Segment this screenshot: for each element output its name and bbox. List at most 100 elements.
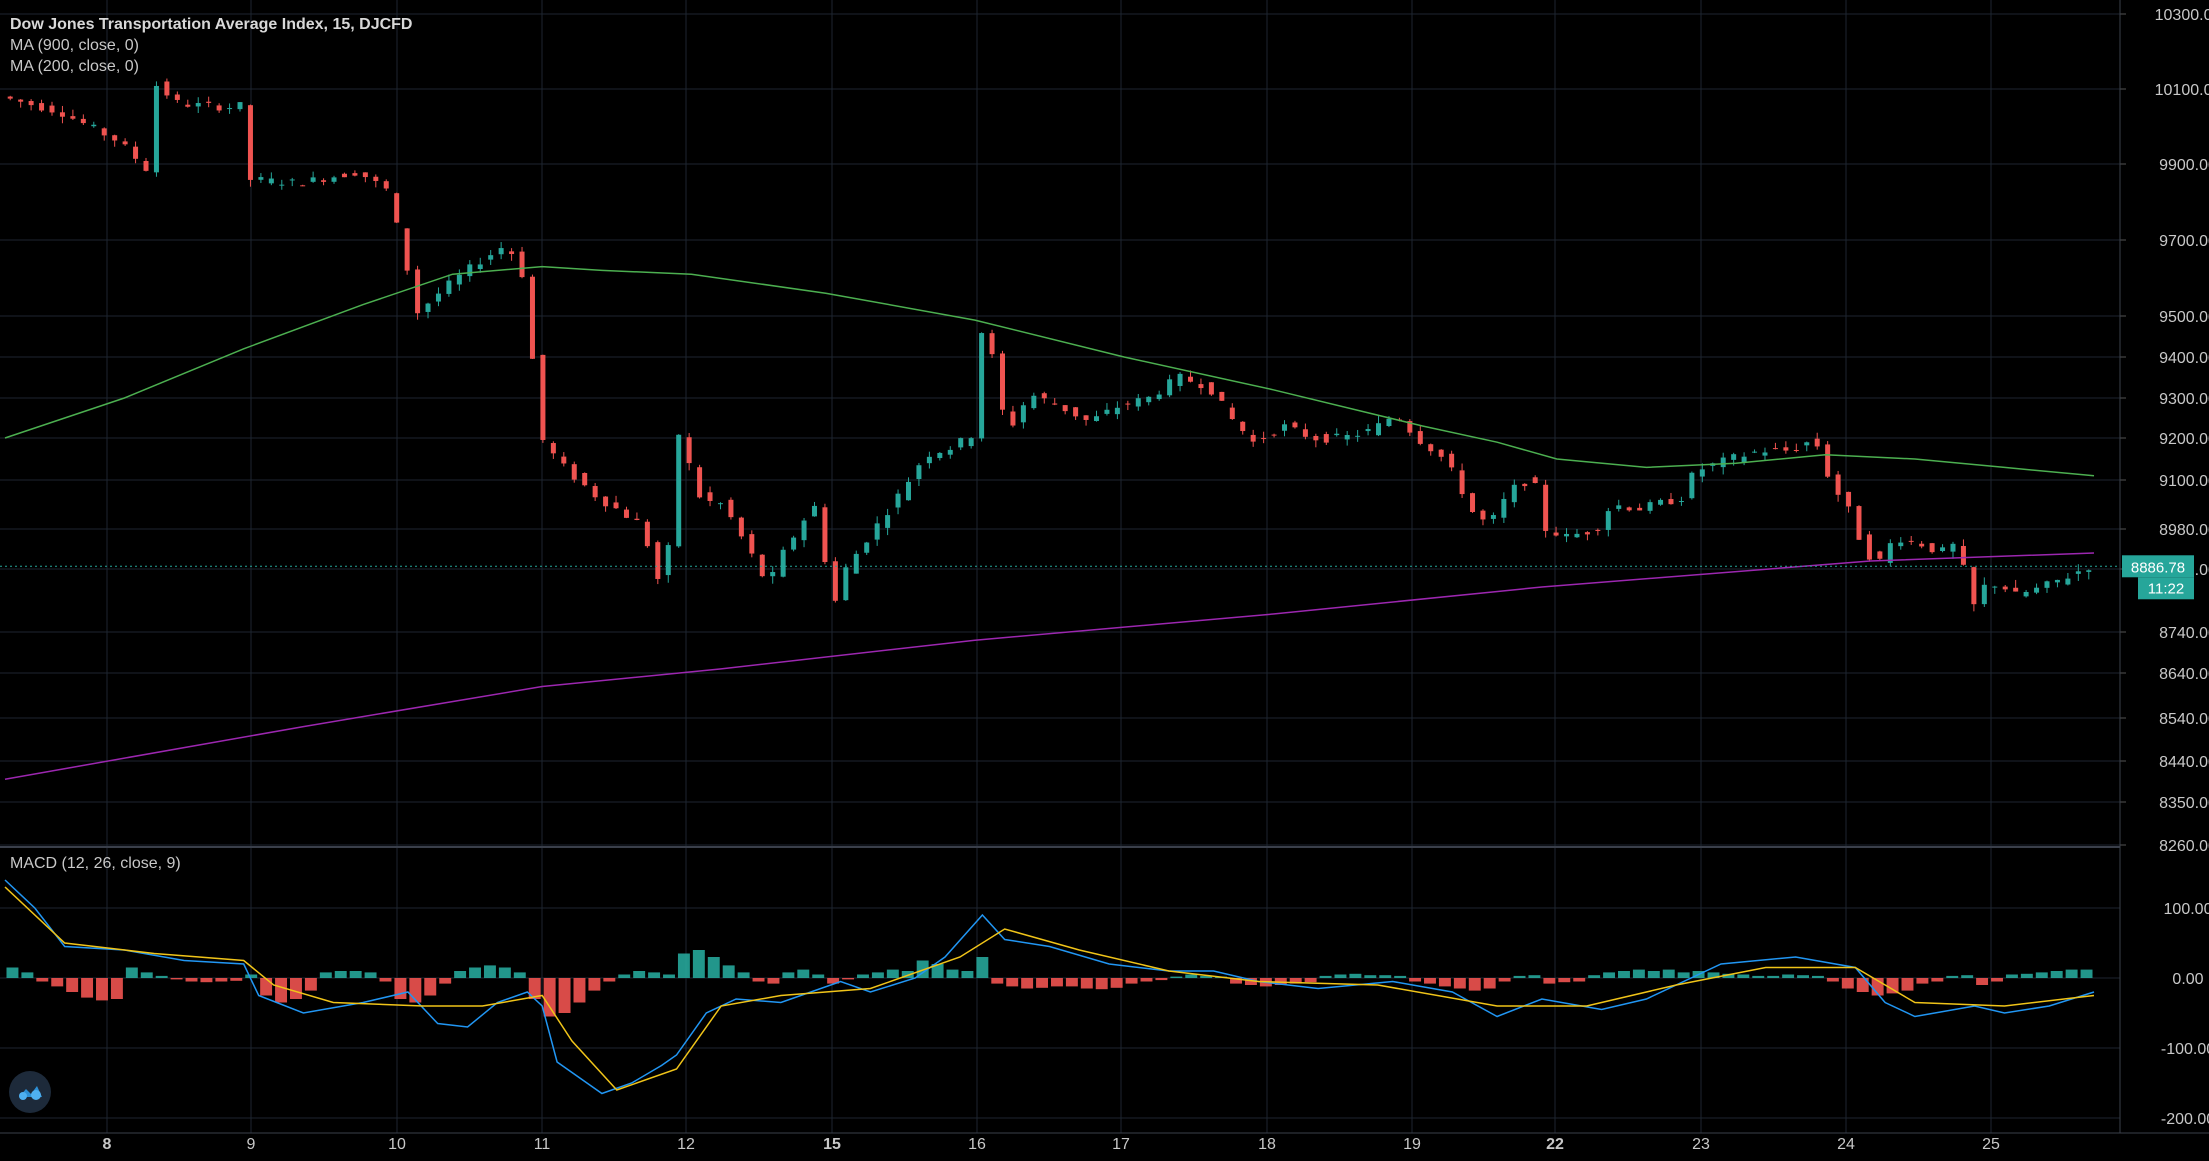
candle-body: [571, 464, 577, 480]
macd-histogram-bar: [155, 975, 168, 978]
macd-histogram-bar: [1632, 969, 1645, 978]
macd-line: [4, 879, 2095, 1095]
candle-body: [2034, 587, 2040, 593]
y-tick-label: 9700.00: [2159, 233, 2209, 250]
macd-histogram-bar: [1244, 978, 1257, 985]
candle-body: [1553, 532, 1559, 536]
macd-histogram-bar: [663, 974, 675, 978]
candle-body: [1156, 394, 1162, 400]
candle-body: [289, 179, 295, 181]
candle-body: [1616, 505, 1622, 509]
macd-histogram-bar: [230, 978, 243, 981]
candle-body: [1480, 510, 1486, 520]
candle-body: [864, 542, 870, 553]
candle-body: [1177, 373, 1183, 386]
y-tick-label: 9300.00: [2159, 391, 2209, 408]
macd-histogram-bar: [1304, 978, 1317, 983]
macd-histogram-bar: [2020, 973, 2033, 978]
tradingview-logo-button[interactable]: [9, 1071, 51, 1113]
candle-body: [1470, 493, 1476, 513]
candle-body: [321, 180, 327, 182]
macd-histogram-bar: [1155, 978, 1168, 981]
macd-histogram-bar: [976, 957, 989, 978]
macd-histogram-bar: [140, 972, 153, 978]
countdown-label: 11:22: [2148, 580, 2184, 597]
macd-histogram-bar: [1886, 978, 1899, 994]
candle-body: [143, 161, 149, 171]
candle-body: [122, 141, 128, 145]
macd-histogram-bar: [1946, 975, 1959, 978]
macd-histogram-bar: [901, 971, 914, 978]
candle-body: [18, 99, 24, 102]
macd-histogram-bar: [1797, 975, 1810, 978]
candle-body: [1417, 431, 1423, 444]
candle-body: [1522, 483, 1528, 487]
candle-body: [1083, 415, 1089, 420]
candle-body: [1167, 379, 1173, 396]
candle-body: [2023, 591, 2029, 597]
macd-histogram-bar: [200, 978, 213, 983]
macd-histogram-bar: [1021, 978, 1034, 989]
candle-body: [80, 118, 86, 124]
y-tick-label: 8350.00: [2159, 795, 2209, 812]
candle-body: [341, 173, 347, 178]
x-tick-label: 22: [1546, 1136, 1564, 1153]
y-tick-label: 8440.00: [2159, 754, 2209, 771]
macd-histogram-bar: [1140, 978, 1153, 982]
candle-body: [1198, 384, 1204, 389]
candle-body: [1846, 491, 1852, 507]
candle-body: [1887, 543, 1893, 563]
candle-body: [258, 177, 264, 180]
x-tick-label: 17: [1112, 1136, 1130, 1153]
candle-body: [1376, 423, 1382, 436]
candle-body: [164, 81, 170, 96]
macd-histogram-bar: [1603, 972, 1616, 978]
countdown-tag: [2138, 577, 2194, 600]
macd-histogram-bar: [1528, 975, 1541, 978]
macd-histogram-bar: [648, 972, 661, 978]
candle-body: [529, 276, 535, 359]
candle-body: [2002, 586, 2008, 590]
candle-body: [477, 264, 483, 269]
candle-body: [1313, 435, 1319, 441]
candle-body: [937, 452, 943, 459]
macd-histogram-bar: [1767, 975, 1780, 978]
macd-histogram-bar: [1677, 972, 1690, 978]
macd-histogram-bar: [1468, 978, 1481, 991]
macd-histogram-bar: [573, 978, 586, 1003]
candle-body: [39, 103, 45, 111]
candle-body: [1449, 453, 1455, 468]
x-tick-label: 25: [1982, 1136, 2000, 1153]
macd-histogram-bar: [1453, 978, 1466, 989]
x-tick-label: 10: [388, 1136, 406, 1153]
candle-body: [811, 505, 817, 517]
macd-histogram-bar: [483, 965, 496, 978]
candle-body: [1793, 449, 1799, 451]
candle-body: [1584, 532, 1590, 535]
candle-body: [227, 108, 233, 110]
candle-body: [1960, 545, 1966, 565]
candle-body: [1908, 540, 1914, 542]
macd-tick-label: -100.00: [2161, 1041, 2209, 1058]
candle-body: [1501, 498, 1507, 518]
macd-histogram-bar: [737, 972, 750, 978]
macd-histogram-bar: [36, 978, 49, 982]
chart-title: Dow Jones Transportation Average Index, …: [10, 16, 413, 33]
candle-body: [1992, 586, 1998, 588]
candle-body: [1407, 421, 1413, 433]
macd-histogram-bar: [1647, 971, 1660, 978]
candle-body: [905, 481, 911, 501]
ma900-legend: MA (900, close, 0): [10, 37, 139, 54]
candle-body: [268, 178, 274, 184]
candle-body: [1595, 529, 1601, 531]
candle-body: [467, 264, 473, 277]
candle-body: [989, 333, 995, 355]
signal-line: [4, 886, 2095, 1091]
candle-body: [770, 572, 776, 577]
candle-body: [362, 172, 368, 178]
macd-histogram-bar: [528, 978, 541, 999]
candle-body: [1543, 484, 1549, 531]
candle-body: [1637, 507, 1643, 511]
